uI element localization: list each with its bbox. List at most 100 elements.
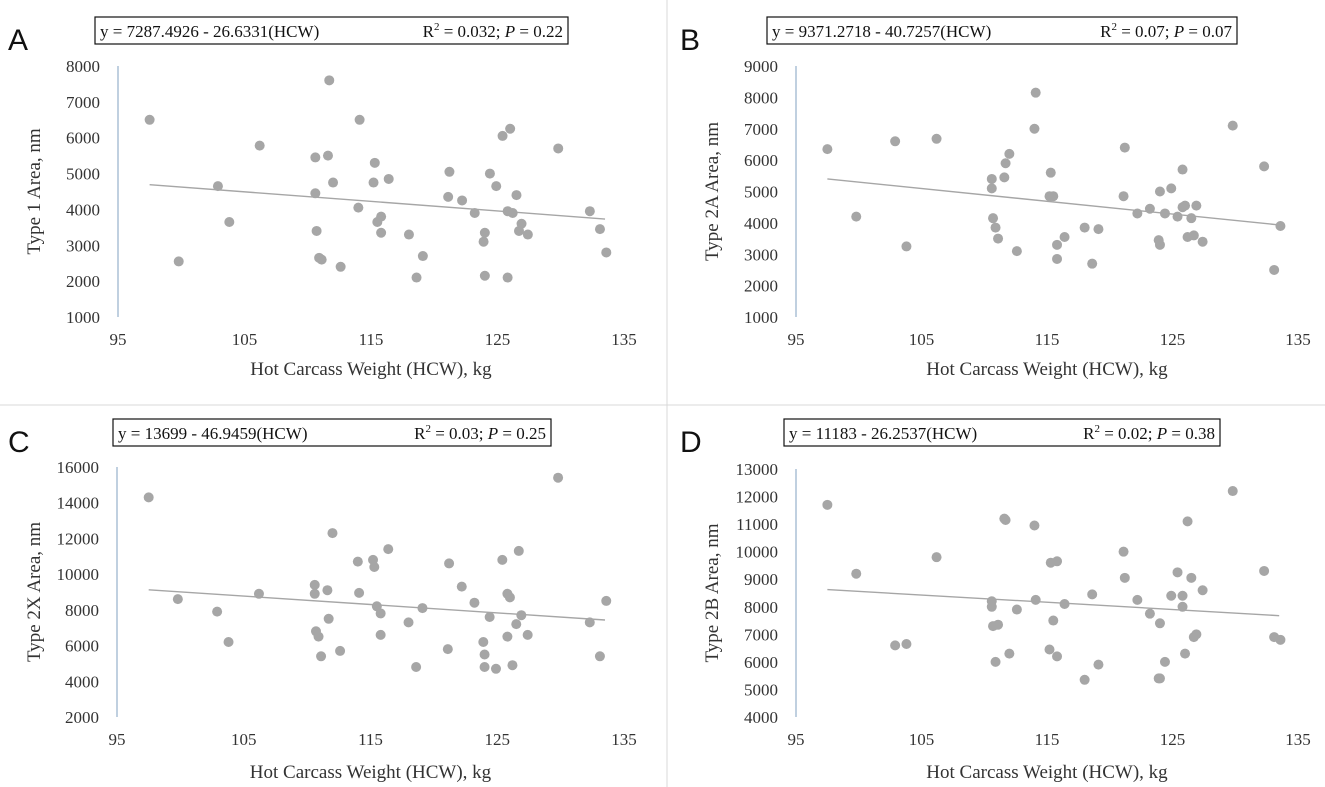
data-point (1154, 673, 1165, 684)
equation-box (783, 418, 1221, 447)
y-tick-label: 1000 (66, 308, 100, 327)
data-point (890, 136, 901, 147)
data-point (469, 597, 480, 608)
data-point (822, 144, 833, 155)
x-tick-label: 125 (1160, 730, 1186, 749)
p-label: P (487, 424, 498, 443)
data-point (253, 588, 264, 599)
r2-superscript: 2 (434, 21, 440, 33)
data-point (502, 272, 513, 283)
r2-superscript: 2 (1111, 21, 1117, 33)
data-point (1052, 651, 1063, 662)
data-point (513, 545, 524, 556)
y-tick-label: 3000 (66, 236, 100, 255)
data-point (143, 492, 154, 503)
data-point (1004, 648, 1015, 659)
data-point (376, 227, 387, 238)
y-tick-label: 8000 (66, 57, 100, 76)
data-point (322, 585, 333, 596)
data-point (484, 168, 495, 179)
data-point (1087, 589, 1098, 600)
r2-p-statistics: R2 = 0.07; P = 0.07 (1100, 21, 1232, 41)
data-point (443, 191, 454, 202)
y-tick-label: 4000 (65, 672, 99, 691)
x-tick-label: 125 (485, 730, 511, 749)
x-axis-title: Hot Carcass Weight (HCW), kg (926, 359, 1168, 380)
x-tick-label: 135 (611, 330, 637, 349)
data-point (1052, 556, 1063, 567)
data-point (1227, 120, 1238, 131)
x-tick-label: 105 (231, 730, 257, 749)
data-point (411, 272, 422, 283)
data-point (1079, 222, 1090, 233)
data-point (1052, 239, 1063, 250)
data-point (369, 157, 380, 168)
data-point (990, 222, 1001, 233)
data-point (497, 130, 508, 141)
data-point (457, 195, 468, 206)
data-point (369, 562, 380, 572)
p-label: P (504, 22, 515, 41)
r2-p-statistics: R2 = 0.02; P = 0.38 (1083, 423, 1215, 443)
y-axis-title: Type 2B Area, nm (702, 523, 723, 662)
data-point (993, 233, 1004, 244)
data-point (383, 173, 394, 184)
data-point (1059, 599, 1070, 610)
data-point (1159, 656, 1170, 667)
data-point (316, 254, 327, 265)
data-point (1052, 253, 1063, 264)
panel-letter: A (8, 24, 28, 57)
data-point (1004, 148, 1015, 159)
data-point (469, 208, 480, 219)
data-point (584, 206, 595, 217)
data-point (491, 181, 502, 192)
data-point (901, 638, 912, 649)
data-point (1045, 167, 1056, 178)
data-point (1079, 674, 1090, 685)
data-point (1029, 520, 1040, 531)
data-point (1159, 208, 1170, 219)
data-point (1119, 572, 1130, 583)
data-point (354, 114, 365, 125)
x-axis-title: Hot Carcass Weight (HCW), kg (250, 359, 492, 380)
data-point (1093, 224, 1104, 235)
data-point (335, 645, 346, 656)
data-point (479, 662, 490, 672)
data-point (368, 177, 379, 188)
data-point (172, 594, 183, 605)
data-point (1182, 516, 1193, 527)
data-point (1132, 594, 1143, 605)
x-tick-label: 135 (1285, 730, 1311, 749)
y-tick-label: 6000 (65, 637, 99, 656)
r2-value: = 0.032; (439, 22, 504, 41)
x-tick-label: 115 (358, 730, 383, 749)
x-axis-title: Hot Carcass Weight (HCW), kg (926, 762, 1168, 783)
data-point (890, 640, 901, 651)
data-point (553, 472, 564, 483)
data-point (335, 261, 346, 272)
data-point (353, 202, 364, 213)
data-point (411, 662, 422, 672)
data-point (324, 75, 335, 86)
panel-letter: B (680, 24, 700, 57)
data-point (1180, 200, 1191, 211)
data-point (601, 595, 612, 606)
data-point (986, 173, 997, 184)
data-point (1259, 565, 1270, 576)
equation-box (766, 16, 1238, 45)
data-point (322, 150, 333, 161)
data-point (507, 208, 518, 219)
data-point (479, 227, 490, 238)
x-tick-label: 125 (1160, 330, 1186, 349)
data-point (1186, 572, 1197, 583)
data-point (988, 213, 999, 224)
y-tick-label: 6000 (66, 129, 100, 148)
data-point (601, 247, 612, 258)
p-value: = 0.07 (1184, 22, 1232, 41)
data-point (522, 229, 533, 240)
x-tick-label: 95 (788, 330, 805, 349)
data-point (456, 581, 467, 592)
y-tick-label: 11000 (736, 515, 778, 534)
